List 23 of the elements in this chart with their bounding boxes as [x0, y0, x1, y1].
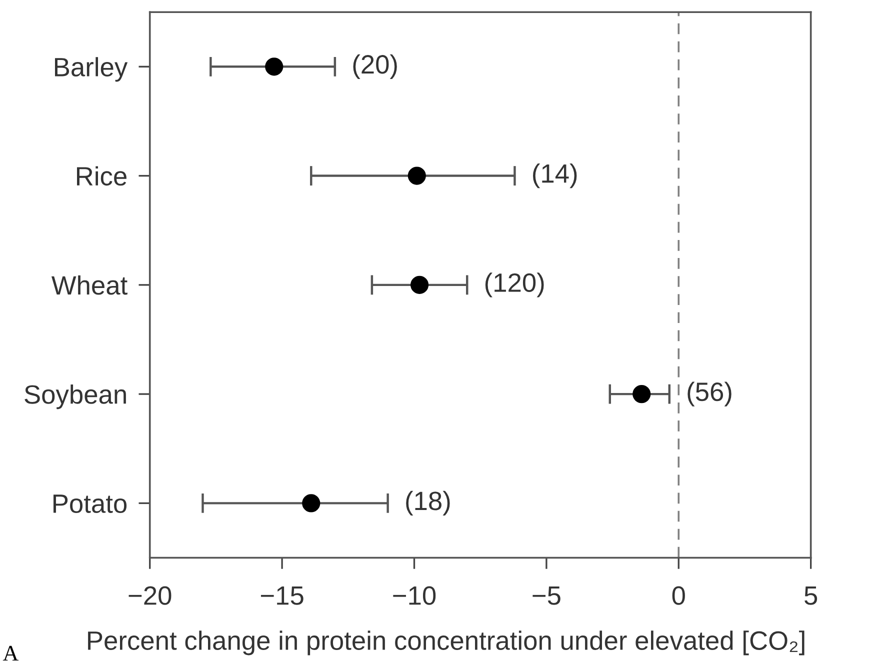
- y-tick-label: Potato: [54, 494, 127, 514]
- x-tick-label: −20: [128, 586, 172, 605]
- point: [410, 276, 429, 294]
- y-tick-label: Wheat: [51, 275, 128, 295]
- y-tick-label: Barley: [55, 57, 128, 82]
- x-axis-title: Percent change in protein concentration under elevated [CO₂]: [88, 630, 804, 656]
- point: [408, 166, 426, 185]
- y-tick-label: Rice: [77, 166, 126, 186]
- annotation: (20): [353, 54, 397, 79]
- y-tick-label: Soybean: [24, 384, 126, 410]
- annotation: (120): [485, 272, 544, 298]
- x-tick-label: −15: [260, 586, 304, 605]
- point: [302, 494, 320, 512]
- x-tick-label: −10: [393, 586, 436, 605]
- x-tick-label: 5: [804, 586, 818, 605]
- annotation: (14): [533, 163, 577, 188]
- annotation: (18): [406, 490, 450, 516]
- point: [265, 58, 284, 76]
- text: A: [2, 646, 19, 661]
- point: [632, 385, 651, 404]
- x-tick-label: 0: [672, 586, 685, 605]
- annotation: (56): [688, 382, 732, 406]
- x-tick-label: −5: [532, 586, 560, 605]
